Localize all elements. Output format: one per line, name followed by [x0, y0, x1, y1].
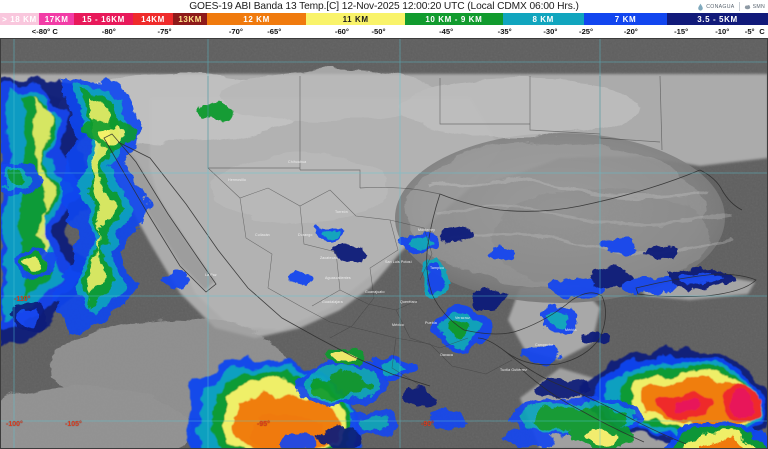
temperature-tick: -65°	[267, 27, 282, 36]
color-scale-segment: 13KM	[173, 13, 207, 25]
satellite-map[interactable]: -110° -100° -105° -95° -90° Hermosillo Chihua…	[0, 38, 768, 449]
water-drop-icon	[698, 3, 703, 11]
header-bar: GOES-19 ABI Banda 13 Temp.[C] 12-Nov-202…	[0, 0, 768, 13]
color-scale-segment: 14KM	[132, 13, 174, 25]
temperature-axis: <-80° C -80° -75° -70° -65° -60° -50° -45° -35° -…	[0, 25, 768, 38]
conagua-logo: CONAGUA	[697, 3, 734, 11]
temperature-tick: -75°	[157, 27, 172, 36]
logo-divider	[738, 2, 740, 11]
temperature-tick: -20°	[623, 27, 638, 36]
color-scale-segment: 10 KM - 9 KM	[405, 13, 503, 25]
temperature-tick: -15°	[674, 27, 689, 36]
agency-logos: CONAGUA SMN	[697, 0, 765, 13]
temperature-tick: -10°	[715, 27, 730, 36]
color-scale-bar: > 18 KM 17KM 15 - 16KM 14KM 13KM 12 KM 11 KM 10…	[0, 13, 768, 25]
temperature-unit-right: C	[759, 27, 765, 36]
temperature-tick: -70°	[228, 27, 243, 36]
color-scale-segment: 11 KM	[306, 13, 406, 25]
color-scale-segment: 8 KM	[502, 13, 584, 25]
temperature-tick: -25°	[579, 27, 594, 36]
temperature-tick: -35°	[497, 27, 512, 36]
temperature-tick: -50°	[371, 27, 386, 36]
satellite-imagery	[0, 38, 768, 449]
temperature-tick: -30°	[543, 27, 558, 36]
color-scale-segment: 15 - 16KM	[74, 13, 133, 25]
temperature-tick: -5°	[744, 27, 755, 36]
color-scale-segment: 12 KM	[207, 13, 307, 25]
color-scale-segment: 7 KM	[583, 13, 668, 25]
cloud-icon	[744, 4, 750, 9]
conagua-logo-text: CONAGUA	[706, 3, 735, 10]
smn-logo: SMN	[744, 3, 765, 11]
color-scale-segment: > 18 KM	[0, 13, 39, 25]
color-scale-segment: 3.5 - 5KM	[667, 13, 768, 25]
smn-logo-text: SMN	[752, 3, 765, 10]
color-scale-segment: 17KM	[38, 13, 75, 25]
temperature-tick: -60°	[334, 27, 349, 36]
temperature-tick: <-80° C	[31, 27, 58, 36]
temperature-tick: -45°	[439, 27, 454, 36]
page-title: GOES-19 ABI Banda 13 Temp.[C] 12-Nov-202…	[189, 1, 579, 12]
temperature-tick: -80°	[101, 27, 116, 36]
